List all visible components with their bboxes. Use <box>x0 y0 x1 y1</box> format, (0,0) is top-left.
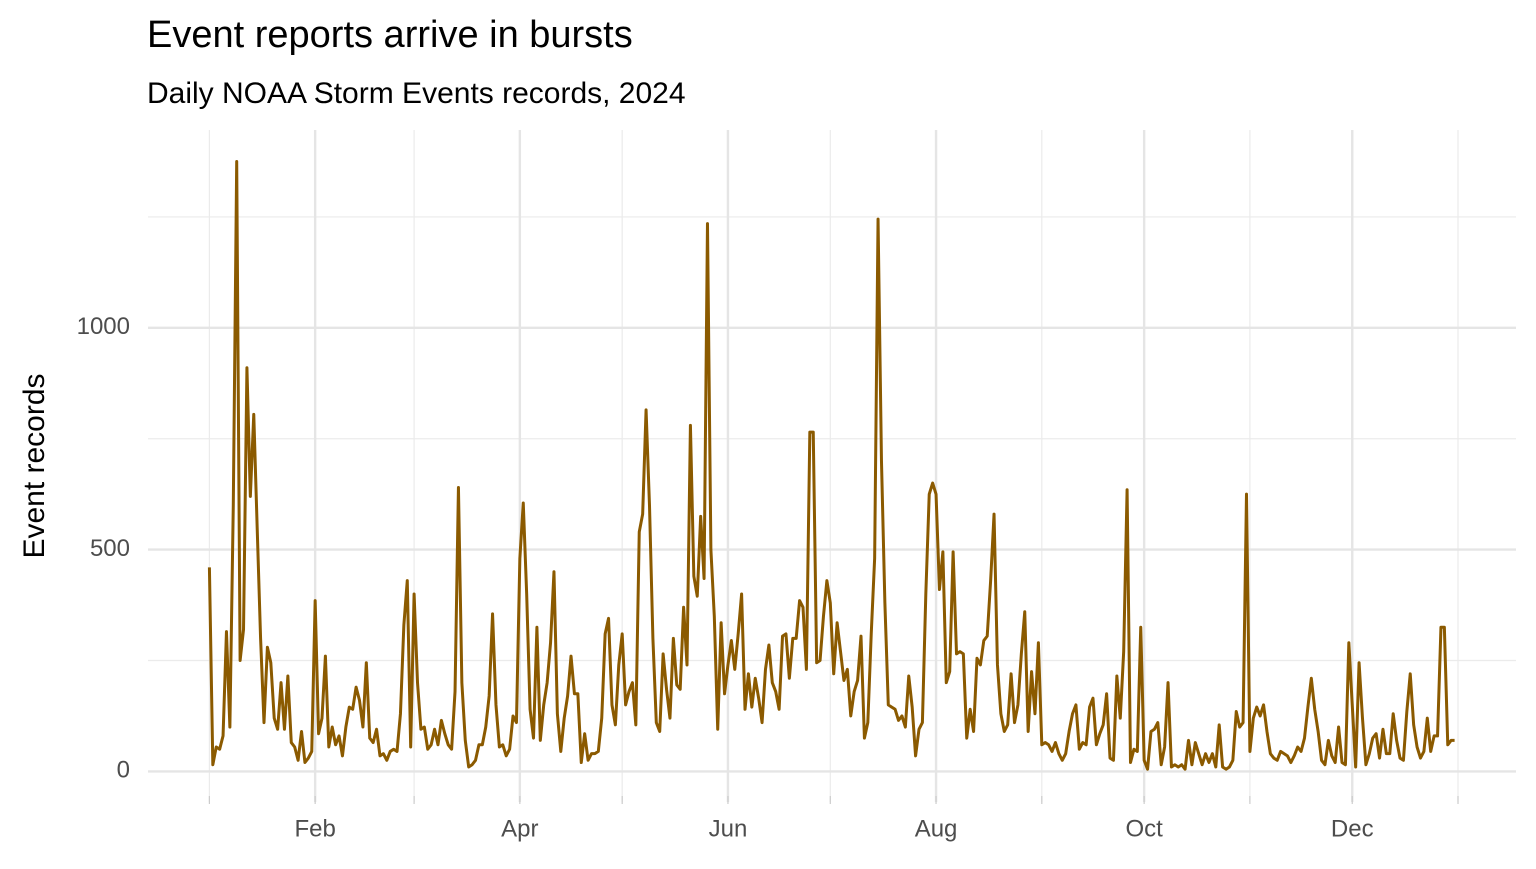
x-tick-label: Apr <box>501 815 538 842</box>
x-tick-label: Jun <box>709 815 748 842</box>
x-tick-label: Aug <box>915 815 958 842</box>
data-line <box>207 159 1455 771</box>
chart-title: Event reports arrive in bursts <box>147 14 633 56</box>
x-tick-label: Feb <box>294 815 335 842</box>
x-tick-label: Dec <box>1331 815 1374 842</box>
y-tick-label: 500 <box>90 535 130 562</box>
y-axis-label: Event records <box>18 373 51 558</box>
chart-subtitle: Daily NOAA Storm Events records, 2024 <box>147 77 686 110</box>
y-tick-label: 0 <box>117 757 130 784</box>
x-tick-label: Oct <box>1125 815 1163 842</box>
y-tick-label: 1000 <box>77 313 130 340</box>
